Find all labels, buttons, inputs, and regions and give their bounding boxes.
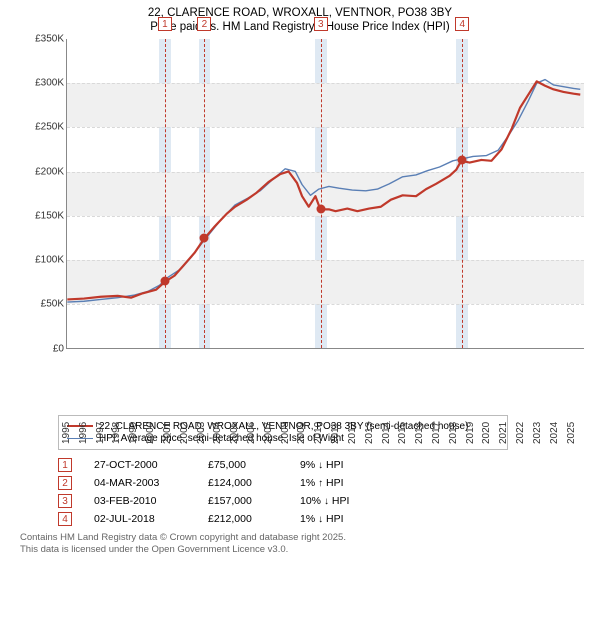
y-tick-label: £300K <box>24 78 64 89</box>
x-tick-label: 2014 <box>381 422 392 444</box>
x-tick-label: 2007 <box>263 422 274 444</box>
title-line-2: Price paid vs. HM Land Registry's House … <box>10 20 590 34</box>
event-date: 03-FEB-2010 <box>94 495 186 507</box>
event-row: 1 27-OCT-2000 £75,000 9% ↓ HPI <box>58 456 590 474</box>
x-tick-label: 2005 <box>229 422 240 444</box>
x-axis-labels: 1995199619971998199920002001200220032004… <box>66 349 584 409</box>
arrow-up-icon: ↑ <box>318 478 323 489</box>
x-tick-label: 2006 <box>246 422 257 444</box>
event-number-box: 4 <box>58 512 72 526</box>
x-tick-label: 2019 <box>465 422 476 444</box>
y-tick-label: £100K <box>24 255 64 266</box>
x-tick-label: 2020 <box>481 422 492 444</box>
arrow-down-icon: ↓ <box>318 460 323 471</box>
plot-region: 1234 <box>66 39 584 349</box>
event-date: 02-JUL-2018 <box>94 513 186 525</box>
event-row: 3 03-FEB-2010 £157,000 10% ↓ HPI <box>58 492 590 510</box>
event-delta: 10% ↓ HPI <box>300 495 390 507</box>
x-tick-label: 2008 <box>280 422 291 444</box>
x-tick-label: 2002 <box>179 422 190 444</box>
footer-line-1: Contains HM Land Registry data © Crown c… <box>20 532 590 544</box>
y-tick-label: £50K <box>24 299 64 310</box>
x-tick-label: 1997 <box>95 422 106 444</box>
y-tick-label: £200K <box>24 166 64 177</box>
footer-line-2: This data is licensed under the Open Gov… <box>20 544 590 556</box>
event-dashed-line <box>165 39 166 348</box>
x-tick-label: 1996 <box>78 422 89 444</box>
arrow-down-icon: ↓ <box>318 514 323 525</box>
event-delta: 1% ↓ HPI <box>300 513 390 525</box>
event-price: £124,000 <box>208 477 278 489</box>
event-delta: 1% ↑ HPI <box>300 477 390 489</box>
event-table: 1 27-OCT-2000 £75,000 9% ↓ HPI 2 04-MAR-2003 £… <box>58 456 590 528</box>
x-tick-label: 2000 <box>145 422 156 444</box>
event-callout: 1 <box>158 17 172 31</box>
event-number-box: 2 <box>58 476 72 490</box>
x-tick-label: 2009 <box>296 422 307 444</box>
x-tick-label: 2025 <box>566 422 577 444</box>
event-price: £157,000 <box>208 495 278 507</box>
event-dashed-line <box>204 39 205 348</box>
chart-area: 1234 19951996199719981999200020012002200… <box>24 39 584 409</box>
x-tick-label: 2023 <box>532 422 543 444</box>
y-tick-label: £150K <box>24 210 64 221</box>
event-dashed-line <box>321 39 322 348</box>
title-block: 22, CLARENCE ROAD, WROXALL, VENTNOR, PO3… <box>10 6 590 35</box>
event-callout: 2 <box>197 17 211 31</box>
x-tick-label: 2024 <box>549 422 560 444</box>
event-number-box: 3 <box>58 494 72 508</box>
x-tick-label: 2017 <box>431 422 442 444</box>
event-row: 2 04-MAR-2003 £124,000 1% ↑ HPI <box>58 474 590 492</box>
event-marker <box>316 204 325 213</box>
x-tick-label: 2013 <box>364 422 375 444</box>
event-number-box: 1 <box>58 458 72 472</box>
x-tick-label: 1999 <box>128 422 139 444</box>
series-price-paid <box>67 81 580 299</box>
footer: Contains HM Land Registry data © Crown c… <box>20 532 590 556</box>
title-line-1: 22, CLARENCE ROAD, WROXALL, VENTNOR, PO3… <box>10 6 590 20</box>
event-marker <box>160 277 169 286</box>
series-hpi <box>67 79 580 301</box>
y-tick-label: £250K <box>24 122 64 133</box>
chart-container: 22, CLARENCE ROAD, WROXALL, VENTNOR, PO3… <box>0 0 600 620</box>
event-marker <box>200 233 209 242</box>
event-callout: 3 <box>314 17 328 31</box>
arrow-down-icon: ↓ <box>324 496 329 507</box>
x-tick-label: 2011 <box>330 422 341 444</box>
x-tick-label: 2016 <box>414 422 425 444</box>
event-date: 04-MAR-2003 <box>94 477 186 489</box>
event-callout: 4 <box>455 17 469 31</box>
x-tick-label: 2010 <box>313 422 324 444</box>
x-tick-label: 2004 <box>212 422 223 444</box>
event-dashed-line <box>462 39 463 348</box>
y-tick-label: £350K <box>24 33 64 44</box>
x-tick-label: 2003 <box>196 422 207 444</box>
x-tick-label: 2022 <box>515 422 526 444</box>
x-tick-label: 2015 <box>397 422 408 444</box>
event-delta: 9% ↓ HPI <box>300 459 390 471</box>
line-layer <box>67 39 584 348</box>
event-price: £75,000 <box>208 459 278 471</box>
event-row: 4 02-JUL-2018 £212,000 1% ↓ HPI <box>58 510 590 528</box>
y-tick-label: £0 <box>24 343 64 354</box>
x-tick-label: 2018 <box>448 422 459 444</box>
event-price: £212,000 <box>208 513 278 525</box>
x-tick-label: 2021 <box>498 422 509 444</box>
x-tick-label: 2001 <box>162 422 173 444</box>
event-marker <box>458 155 467 164</box>
x-tick-label: 1995 <box>61 422 72 444</box>
event-date: 27-OCT-2000 <box>94 459 186 471</box>
x-tick-label: 2012 <box>347 422 358 444</box>
x-tick-label: 1998 <box>111 422 122 444</box>
